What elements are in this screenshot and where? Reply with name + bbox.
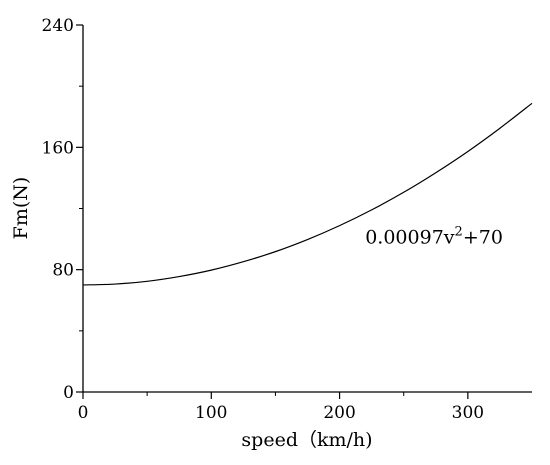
- annotation-sup: 2: [455, 225, 463, 240]
- y-tick-label-0: 0: [63, 383, 74, 403]
- annotation-tail: +70: [463, 227, 503, 249]
- y-axis-label: Fm(N): [10, 177, 32, 240]
- curve-equation-annotation: 0.00097v2+70: [365, 225, 503, 249]
- y-tick-label-160: 160: [42, 138, 74, 158]
- x-axis-label: speed（km/h): [241, 429, 372, 451]
- y-tick-label-80: 80: [52, 261, 74, 281]
- axes: [82, 25, 532, 393]
- x-tick-label-300: 300: [452, 403, 484, 423]
- x-tick-label-100: 100: [195, 403, 227, 423]
- ticks: [76, 24, 469, 399]
- x-tick-label-200: 200: [323, 403, 355, 423]
- x-tick-label-0: 0: [78, 403, 89, 423]
- tick-labels: 0 100 200 300 0 80 160 240: [42, 16, 485, 423]
- series-line-0: [82, 102, 533, 286]
- y-tick-label-240: 240: [42, 16, 74, 36]
- annotation-base: 0.00097v: [365, 227, 455, 249]
- series-layer: [82, 102, 533, 286]
